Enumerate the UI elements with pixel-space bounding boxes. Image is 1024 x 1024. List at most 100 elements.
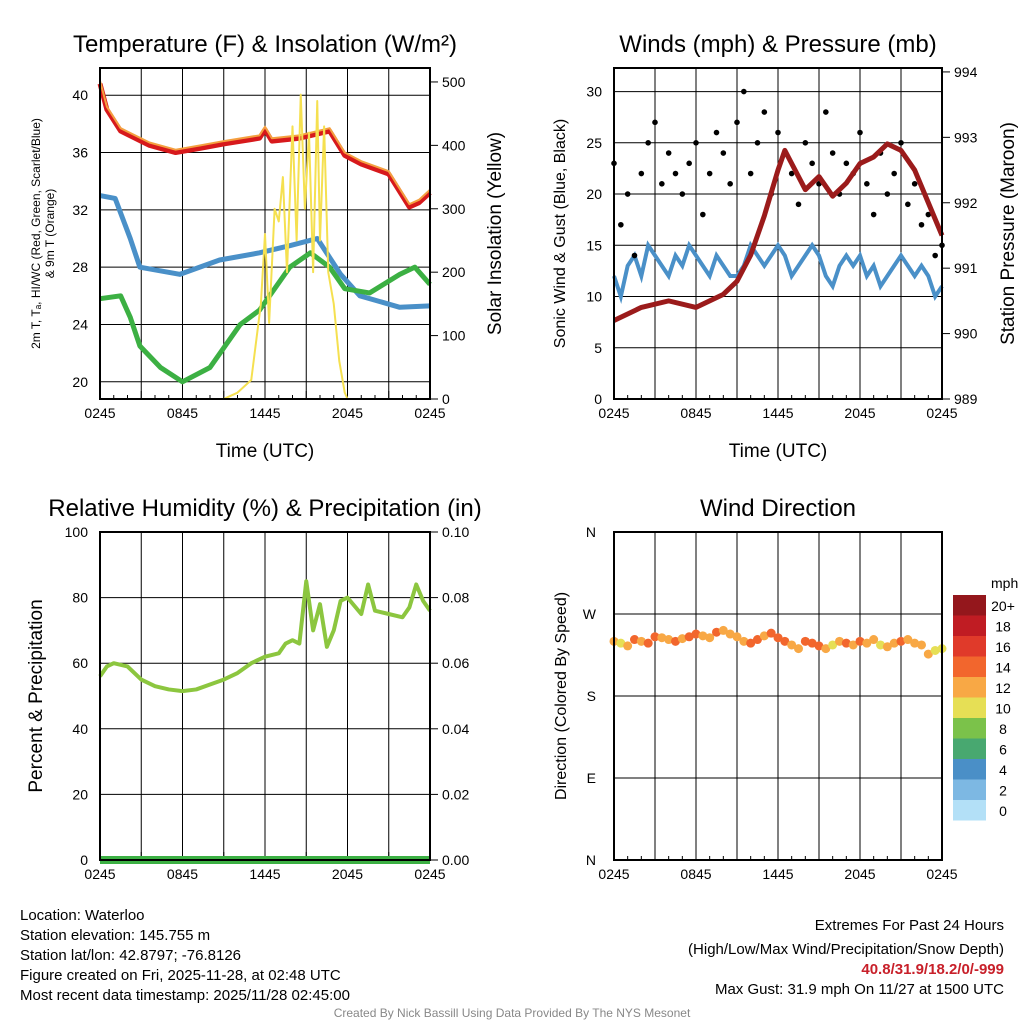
direction-point: [841, 638, 851, 648]
x-axis-label: Time (UTC): [729, 441, 828, 462]
y2-tick-label: 0.00: [442, 852, 469, 868]
y-tick-label: 0: [594, 391, 602, 407]
colorbar-swatch: [953, 615, 986, 636]
y-tick-label: 0: [80, 852, 88, 868]
extremes-subtitle: (High/Low/Max Wind/Precipitation/Snow De…: [688, 941, 1004, 958]
direction-point: [650, 632, 660, 642]
gust-point: [672, 170, 679, 177]
y-tick-label: N: [586, 524, 596, 540]
panel-title: Wind Direction: [700, 495, 856, 522]
panel-2: 0245 0845 1445 2045 0245 Winds (mph) & Pressu…: [552, 31, 1019, 462]
x-tick-label: 0845: [680, 405, 711, 421]
colorbar: mph 0 2 4 6 8 10 12 14 16 18 20+: [953, 575, 1018, 821]
y-tick-label: 24: [72, 316, 88, 332]
y2-tick-label: 100: [442, 328, 466, 344]
y-tick-label: 40: [72, 721, 88, 737]
direction-point: [766, 628, 776, 638]
direction-point: [616, 638, 626, 648]
panel-3: 0245 0845 1445 2045 0245 Relative Humidity (%…: [26, 495, 482, 882]
y-axis-label: Direction (Colored By Speed): [553, 592, 570, 800]
direction-point: [855, 636, 865, 646]
colorbar-label: 6: [999, 742, 1007, 758]
colorbar-label: 10: [995, 701, 1011, 717]
y-tick-label: 100: [65, 524, 89, 540]
colorbar-swatch: [953, 656, 986, 677]
colorbar-label: 0: [999, 803, 1007, 819]
y-axis-label: Sonic Wind & Gust (Blue, Black): [552, 119, 569, 348]
colorbar-label: 20+: [991, 598, 1015, 614]
direction-point: [636, 636, 646, 646]
colorbar-swatch: [953, 759, 986, 780]
gust-point: [925, 211, 932, 218]
plot-frame: [99, 531, 431, 861]
y-tick-label: S: [587, 688, 596, 704]
gust-point: [686, 160, 692, 167]
gust-point: [870, 211, 877, 218]
direction-point: [862, 638, 872, 648]
gust-point: [700, 211, 706, 218]
y-axis-label-2: & 9m T (Orange): [43, 189, 57, 279]
gust-point: [652, 119, 658, 126]
plot-frame: [613, 531, 943, 861]
gust-point: [802, 140, 809, 146]
direction-point: [691, 629, 701, 639]
direction-point: [882, 642, 892, 652]
direction-point: [910, 638, 920, 648]
gust-point: [706, 170, 713, 177]
gust-point: [638, 170, 645, 177]
gust-point: [857, 129, 863, 136]
panel-title: Winds (mph) & Pressure (mb): [619, 31, 936, 58]
x-tick-label: 1445: [762, 405, 793, 421]
y-tick-label: N: [586, 852, 596, 868]
gust-point: [775, 129, 781, 136]
gust-point: [884, 191, 891, 197]
colorbar-swatch: [953, 677, 986, 698]
y2-axis-label: Solar Insolation (Yellow): [485, 132, 506, 335]
y-tick-label: 30: [586, 84, 602, 100]
direction-point: [773, 633, 783, 643]
y-tick-label: 25: [586, 135, 602, 151]
colorbar-swatch: [953, 779, 986, 800]
direction-point: [753, 635, 762, 645]
y2-tick-label: 989: [954, 391, 978, 407]
x-tick-label: 2045: [332, 866, 363, 882]
direction-point: [876, 640, 885, 650]
x-tick-label: 0245: [414, 405, 445, 421]
colorbar-label: 16: [995, 639, 1011, 655]
x-tick-label: 1445: [249, 405, 280, 421]
colorbar-swatch: [953, 800, 986, 821]
x-tick-label: 2045: [332, 405, 363, 421]
max-gust-text: Max Gust: 31.9 mph On 11/27 at 1500 UTC: [714, 981, 1004, 998]
direction-point: [821, 644, 831, 654]
extremes-title: Extremes For Past 24 Hours: [814, 917, 1004, 934]
y2-tick-label: 0.06: [442, 655, 469, 671]
colorbar-label: 12: [995, 680, 1011, 696]
x-tick-label: 2045: [844, 866, 875, 882]
direction-point: [759, 631, 769, 641]
gust-point: [788, 170, 795, 177]
y-tick-label: W: [583, 606, 597, 622]
y-tick-label: 15: [586, 237, 602, 253]
direction-point: [814, 641, 824, 651]
direction-point: [889, 638, 899, 648]
direction-point: [917, 640, 926, 650]
colorbar-label: 18: [995, 619, 1011, 635]
y-tick-label: E: [587, 770, 596, 786]
gust-point: [891, 170, 897, 177]
elevation-text: Station elevation: 145.755 m: [20, 927, 211, 944]
plot-frame: [99, 67, 431, 400]
x-tick-label: 0245: [84, 866, 115, 882]
y2-tick-label: 500: [442, 74, 466, 90]
gust-point: [693, 140, 699, 146]
x-tick-label: 1445: [762, 866, 793, 882]
y-tick-label: 20: [72, 786, 88, 802]
direction-point: [903, 635, 913, 645]
gust-point: [618, 221, 624, 228]
direction-point: [732, 632, 742, 642]
direction-point: [725, 629, 735, 639]
y2-tick-label: 0.02: [442, 786, 469, 802]
y2-tick-label: 990: [954, 326, 978, 342]
y-tick-label: 20: [586, 186, 602, 202]
colorbar-swatch: [953, 738, 986, 759]
gust-point: [843, 160, 850, 167]
